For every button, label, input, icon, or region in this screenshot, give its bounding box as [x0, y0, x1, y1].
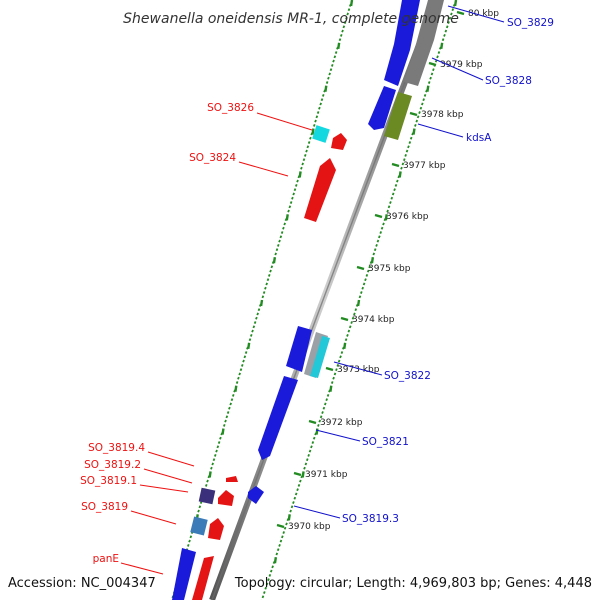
kbp-3970-label: 3970 kbp — [288, 522, 331, 532]
kbp-3977-mark — [391, 162, 400, 168]
gene-label-SO_3819.2[interactable]: SO_3819.2 — [84, 459, 141, 471]
gene-feature-SO_3819.3[interactable] — [248, 486, 264, 504]
gene-label-SO_3822[interactable]: SO_3822 — [384, 370, 431, 382]
gene-labels: SO_3829 SO_3828 kdsA SO_3826 SO_3824 SO_3822 S… — [80, 5, 554, 575]
gene-label-SO_3819.4-leader — [147, 451, 195, 467]
gene-feature-kdsA[interactable] — [384, 92, 412, 140]
gene-feature-panE[interactable] — [172, 548, 196, 600]
gene-feature-SO_3829-b[interactable] — [404, 0, 444, 86]
kbp-3973-label: 3973 kbp — [337, 365, 380, 375]
gene-feature-SO_3819.2[interactable] — [198, 487, 216, 505]
gene-feature-SO_3819.1[interactable] — [218, 490, 234, 506]
gene-label-SO_3826-leader — [256, 112, 313, 131]
gene-label-SO_3824-leader — [238, 161, 289, 177]
gene-feature-SO_3817[interactable] — [192, 556, 214, 600]
kbp-3978-mark — [409, 111, 418, 117]
gene-label-SO_3819.1-leader — [139, 484, 189, 493]
gene-feature-SO_3824[interactable] — [304, 158, 336, 222]
gene-label-SO_3821[interactable]: SO_3821 — [362, 436, 409, 448]
gene-label-SO_3828[interactable]: SO_3828 — [485, 75, 532, 87]
kbp-3978-label: 3978 kbp — [421, 110, 464, 120]
gene-label-SO_3819.2-leader — [143, 468, 193, 484]
kbp-3970-mark — [276, 523, 285, 529]
gene-label-SO_3829[interactable]: SO_3829 — [507, 17, 554, 29]
gene-feature-SO_3823[interactable] — [286, 326, 312, 372]
kbp-3972-mark — [308, 419, 317, 425]
gene-label-SO_3819.3-leader — [293, 505, 341, 519]
gene-label-SO_3829-leader — [447, 5, 505, 23]
gene-label-SO_3819.3[interactable]: SO_3819.3 — [342, 513, 399, 525]
gene-label-SO_3826[interactable]: SO_3826 — [207, 102, 254, 114]
topology-text: Topology: circular; Length: 4,969,803 bp… — [234, 576, 592, 591]
gene-feature-SO_3827[interactable] — [312, 125, 330, 143]
gene-label-SO_3819.4[interactable]: SO_3819.4 — [88, 442, 145, 454]
kbp-3980-mark — [456, 10, 465, 16]
gene-feature-SO_3822-b[interactable] — [310, 336, 330, 378]
kbp-3976-label: 3976 kbp — [386, 212, 429, 222]
kbp-3972-label: 3972 kbp — [320, 418, 363, 428]
gene-feature-SO_3828[interactable] — [368, 86, 396, 130]
tick-track-right — [260, 0, 458, 600]
gene-features — [172, 0, 444, 600]
gene-label-panE[interactable]: panE — [93, 553, 119, 565]
gene-label-SO_3822-leader — [333, 361, 383, 376]
gene-feature-SO_3829[interactable] — [384, 0, 420, 86]
gene-label-panE-leader — [120, 562, 164, 575]
gene-label-SO_3824[interactable]: SO_3824 — [189, 152, 236, 164]
accession-text: Accession: NC_004347 — [8, 576, 156, 591]
kbp-3975-mark — [356, 265, 365, 271]
kbp-3979-label: 3979 kbp — [440, 60, 483, 70]
gene-feature-SO_3818[interactable] — [208, 518, 224, 540]
map-title: Shewanella oneidensis MR-1, complete gen… — [123, 11, 459, 27]
kbp-3979-mark — [428, 61, 437, 67]
gene-feature-SO_3819[interactable] — [190, 516, 208, 536]
gene-label-SO_3819.1[interactable]: SO_3819.1 — [80, 475, 137, 487]
gene-label-SO_3819-leader — [130, 510, 177, 525]
kbp-3976-mark — [374, 213, 383, 219]
tick-tracks — [170, 0, 458, 600]
gene-feature-SO_3826[interactable] — [331, 133, 347, 150]
gene-feature-SO_3819.4[interactable] — [226, 476, 238, 482]
kbp-3971-mark — [293, 471, 302, 477]
kbp-3980-label: 80 kbp — [468, 9, 499, 19]
gene-label-kdsA-leader — [417, 123, 464, 138]
kbp-3974-mark — [340, 316, 349, 322]
gene-label-SO_3828-leader — [431, 57, 484, 81]
gene-label-kdsA[interactable]: kdsA — [466, 132, 492, 144]
kbp-3973-mark — [325, 366, 334, 372]
kbp-scale: 3970 kbp 3971 kbp 3972 kbp 3973 kbp 3974 kbp… — [276, 9, 499, 532]
kbp-3975-label: 3975 kbp — [368, 264, 411, 274]
gene-label-SO_3819[interactable]: SO_3819 — [81, 501, 128, 513]
kbp-3971-label: 3971 kbp — [305, 470, 348, 480]
gene-label-SO_3821-leader — [315, 429, 361, 442]
genome-backbone-edge — [211, 0, 437, 600]
gene-feature-SO_3821[interactable] — [258, 376, 298, 460]
kbp-3974-label: 3974 kbp — [352, 315, 395, 325]
kbp-3977-label: 3977 kbp — [403, 161, 446, 171]
